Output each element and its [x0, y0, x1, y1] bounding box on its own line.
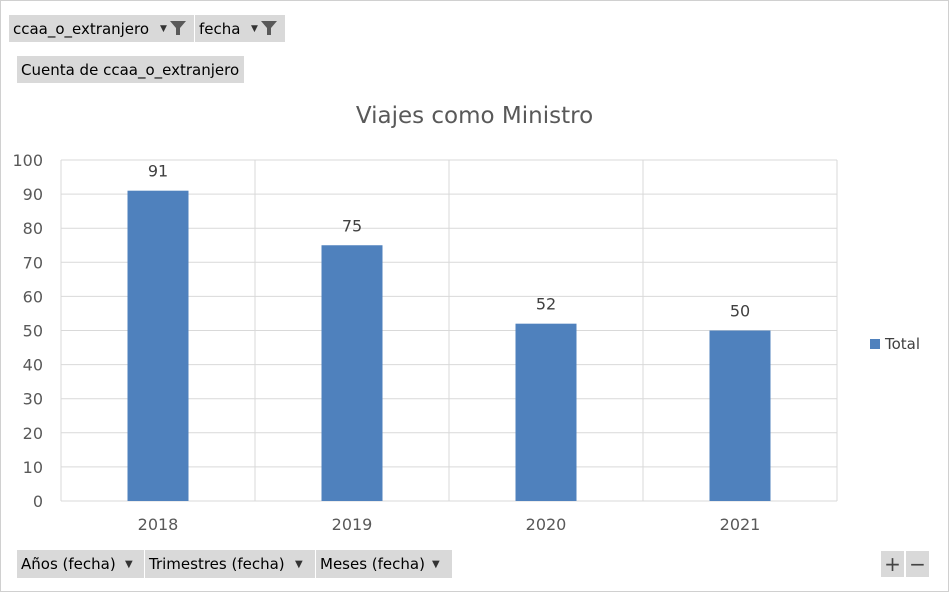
bar: [515, 323, 577, 501]
data-label: 50: [730, 302, 750, 321]
legend-label: Total: [885, 335, 921, 353]
y-tick-label: 80: [23, 219, 43, 238]
x-tick-label: 2018: [138, 515, 179, 534]
y-tick-label: 0: [33, 492, 43, 511]
y-tick-label: 50: [23, 322, 43, 341]
axis-field-label: Meses (fecha): [320, 555, 425, 573]
bar: [127, 190, 189, 501]
chart-title: Viajes como Ministro: [355, 103, 594, 129]
y-tick-label: 70: [23, 253, 43, 272]
filter-icon[interactable]: [169, 19, 187, 37]
y-tick-label: 60: [23, 287, 43, 306]
axis-field-years[interactable]: Años (fecha) ▼: [17, 550, 144, 578]
data-label: 91: [148, 162, 168, 181]
bar: [321, 245, 383, 501]
x-tick-label: 2021: [720, 515, 761, 534]
expand-field-button[interactable]: +: [881, 551, 904, 577]
data-label: 75: [342, 216, 362, 235]
filter-field-ccaa[interactable]: ccaa_o_extranjero ▼: [9, 15, 194, 42]
filter-field-label: ccaa_o_extranjero: [13, 19, 150, 38]
axis-field-label: Trimestres (fecha): [149, 555, 285, 573]
y-tick-label: 20: [23, 424, 43, 443]
y-tick-label: 40: [23, 356, 43, 375]
axis-field-quarters[interactable]: Trimestres (fecha) ▼: [145, 550, 315, 578]
data-label: 52: [536, 295, 556, 314]
dropdown-arrow-icon: ▼: [295, 559, 303, 570]
axis-field-months[interactable]: Meses (fecha) ▼: [316, 550, 452, 578]
dropdown-arrow-icon: ▼: [125, 559, 133, 570]
dropdown-arrow-icon: ▼: [251, 24, 258, 34]
dropdown-arrow-icon: ▼: [160, 24, 167, 34]
value-field-label: Cuenta de ccaa_o_extranjero: [21, 60, 240, 79]
y-tick-label: 90: [23, 185, 43, 204]
axis-field-label: Años (fecha): [21, 555, 116, 573]
legend-swatch: [870, 339, 880, 349]
y-tick-label: 10: [23, 458, 43, 477]
bar: [709, 330, 771, 501]
legend: Total: [870, 335, 920, 353]
x-tick-label: 2019: [332, 515, 373, 534]
y-tick-label: 30: [23, 390, 43, 409]
dropdown-arrow-icon: ▼: [432, 559, 440, 570]
y-tick-label: 100: [12, 151, 43, 170]
x-tick-label: 2020: [526, 515, 567, 534]
filter-field-label: fecha: [199, 19, 241, 38]
value-field-button[interactable]: Cuenta de ccaa_o_extranjero: [17, 56, 244, 83]
filter-icon[interactable]: [260, 19, 278, 37]
filter-field-fecha[interactable]: fecha ▼: [195, 15, 285, 42]
collapse-field-button[interactable]: −: [906, 551, 929, 577]
